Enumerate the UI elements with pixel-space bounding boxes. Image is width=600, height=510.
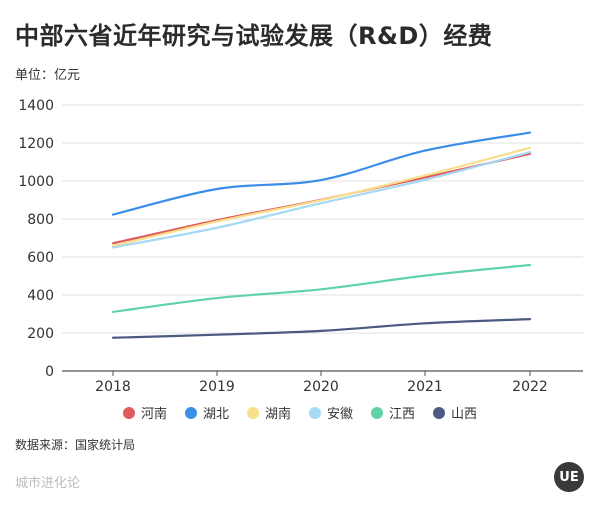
brand-name: 城市进化论 [15, 476, 81, 491]
unit-label: 单位：亿元 [15, 68, 81, 83]
legend-item: 河南 [122, 403, 167, 422]
series-line-5 [111, 318, 532, 339]
legend-item: 江西 [371, 403, 415, 422]
x-tick-label: 2021 [407, 379, 443, 395]
x-tick-label: 2020 [303, 379, 339, 395]
chart-legend: 河南 湖北 湖南 安徽 江西 山西 [0, 403, 600, 422]
legend-swatch-0 [122, 406, 135, 419]
y-tick-label: 400 [27, 288, 54, 304]
x-tick-label: 2022 [512, 379, 548, 395]
legend-item: 安徽 [309, 403, 353, 422]
legend-swatch-5 [433, 406, 446, 419]
legend-label: 安徽 [327, 407, 354, 422]
y-tick-label: 600 [27, 250, 54, 266]
legend-label: 湖南 [264, 407, 291, 422]
legend-label: 河南 [140, 407, 167, 422]
y-tick-label: 1400 [18, 98, 54, 114]
series-line-3 [111, 151, 532, 249]
series-line-1 [111, 131, 532, 216]
y-tick-label: 200 [27, 326, 54, 342]
y-tick-label: 800 [27, 212, 54, 228]
series-line-2 [111, 146, 532, 248]
y-tick-label: 0 [45, 364, 54, 380]
x-tick-label: 2019 [199, 379, 235, 395]
legend-item: 湖南 [246, 403, 291, 422]
legend-item: 湖北 [184, 403, 229, 422]
y-tick-label: 1200 [18, 136, 54, 152]
y-tick-label: 1000 [18, 174, 54, 190]
legend-item: 山西 [433, 403, 477, 422]
data-source: 数据来源：国家统计局 [15, 438, 136, 452]
chart-title: 中部六省近年研究与试验发展（R&D）经费 [15, 22, 493, 50]
x-tick-label: 2018 [95, 379, 131, 395]
legend-label: 江西 [389, 407, 416, 422]
legend-swatch-3 [309, 406, 321, 419]
legend-label: 山西 [451, 407, 478, 422]
series-line-4 [111, 263, 532, 314]
legend-swatch-1 [184, 406, 197, 419]
brand-logo: UE [554, 462, 584, 492]
legend-label: 湖北 [202, 407, 229, 422]
line-chart: 0 200 400 600 800 1000 1200 1400 2018 2019 2020 202… [18, 98, 583, 395]
legend-swatch-2 [246, 406, 259, 419]
legend-swatch-4 [371, 406, 384, 419]
